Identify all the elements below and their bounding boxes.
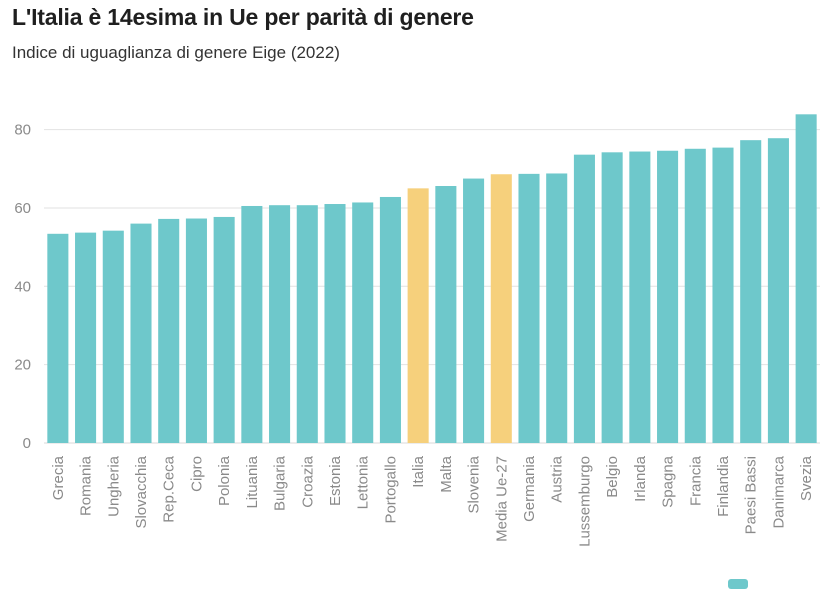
x-tick-label: Media Ue-27 (493, 456, 510, 542)
x-tick-label: Finlandia (715, 455, 732, 517)
y-tick-label: 80 (14, 122, 31, 139)
y-tick-label: 0 (23, 435, 31, 452)
x-tick-label: Danimarca (770, 455, 787, 528)
bar (379, 196, 401, 443)
x-tick-label: Estonia (327, 455, 344, 506)
x-tick-label: Slovenia (466, 455, 483, 513)
legend-swatch (728, 579, 748, 589)
y-tick-label: 40 (14, 278, 31, 295)
x-tick-label: Romania (78, 455, 95, 516)
x-tick-label: Ungheria (105, 455, 122, 517)
bar (795, 114, 817, 443)
bar (407, 188, 429, 443)
x-tick-label: Belgio (604, 456, 621, 498)
bar (490, 174, 512, 443)
bar (712, 147, 734, 444)
x-axis-labels: Grecia Romania Ungheria Slovacchia Rep.Ceca C… (50, 455, 815, 547)
bar (185, 218, 207, 443)
bar (767, 138, 789, 443)
bar (740, 140, 762, 444)
x-tick-label: Francia (687, 455, 704, 506)
bar (463, 178, 485, 443)
x-tick-label: Lussemburgo (576, 456, 593, 547)
x-tick-label: Austria (549, 455, 566, 502)
bar (657, 150, 679, 444)
bar (518, 173, 540, 444)
bar (130, 223, 152, 443)
bar (324, 204, 346, 443)
x-tick-label: Italia (410, 455, 427, 487)
y-tick-label: 60 (14, 200, 31, 217)
bar (47, 233, 69, 443)
chart-title: L'Italia è 14esima in Ue per parità di g… (12, 4, 474, 30)
bar (241, 205, 263, 443)
bar (296, 205, 318, 443)
bar (546, 173, 568, 443)
x-tick-label: Lituania (244, 455, 261, 508)
bars (47, 114, 817, 444)
x-tick-label: Svezia (798, 455, 815, 501)
bar (435, 186, 457, 443)
x-tick-label: Germania (521, 455, 538, 522)
bar (684, 148, 706, 443)
bar (158, 218, 180, 443)
x-tick-label: Croazia (299, 455, 316, 507)
bar (269, 205, 291, 443)
x-tick-label: Portogallo (382, 456, 399, 524)
bar (213, 216, 235, 443)
x-tick-label: Slovacchia (133, 455, 150, 528)
bar (352, 202, 374, 443)
x-tick-label: Malta (438, 455, 455, 492)
chart-subtitle: Indice di uguaglianza di genere Eige (20… (12, 43, 340, 62)
bar (629, 151, 651, 443)
x-tick-label: Polonia (216, 455, 233, 506)
bar (573, 154, 595, 443)
x-tick-label: Cipro (188, 456, 205, 492)
x-tick-label: Irlanda (632, 455, 649, 502)
bar (601, 152, 623, 443)
x-tick-label: Spagna (660, 455, 677, 507)
x-tick-label: Paesi Bassi (743, 456, 760, 534)
y-tick-label: 20 (14, 357, 31, 374)
x-tick-label: Lettonia (355, 455, 372, 509)
x-tick-label: Rep.Ceca (161, 455, 178, 522)
bar (75, 232, 97, 443)
y-axis-labels: 0 20 40 60 80 (14, 122, 31, 452)
x-tick-label: Grecia (50, 455, 67, 500)
bar (102, 230, 124, 443)
x-tick-label: Bulgaria (272, 455, 289, 511)
